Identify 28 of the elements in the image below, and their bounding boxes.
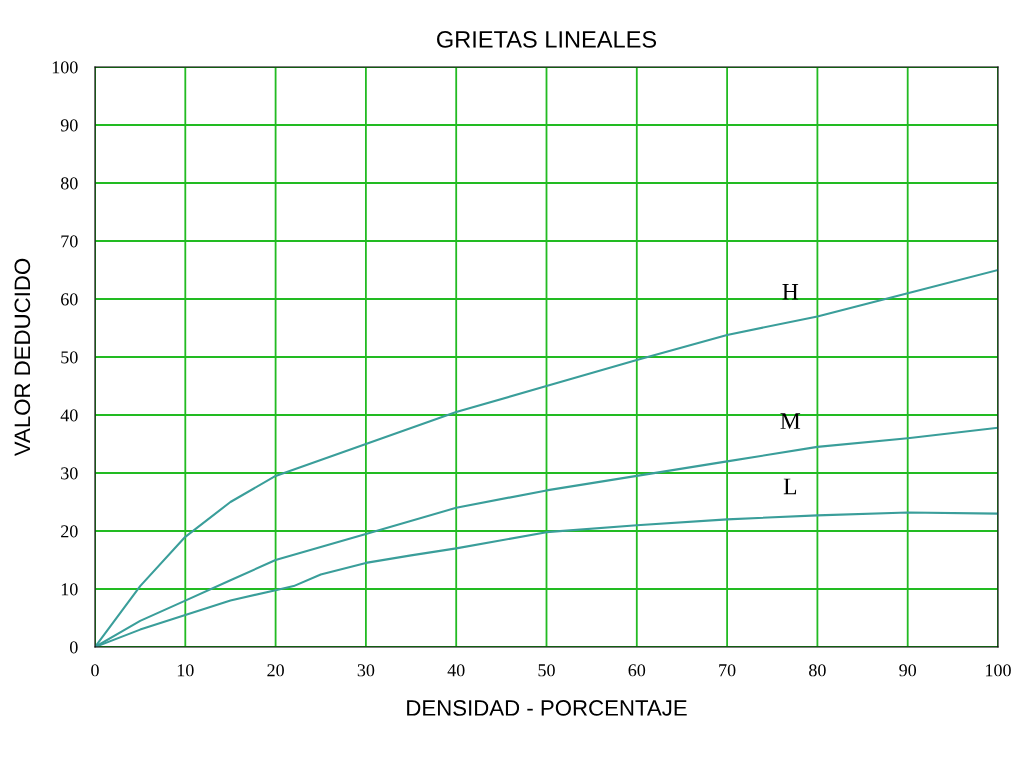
x-tick-label: 80 bbox=[809, 664, 826, 677]
y-tick-label: 60 bbox=[61, 293, 78, 306]
series-label: M bbox=[780, 413, 801, 429]
y-tick-label: 90 bbox=[60, 119, 78, 132]
y-tick-label: 20 bbox=[61, 525, 78, 538]
y-tick-label: 10 bbox=[61, 583, 78, 596]
y-tick-label: 40 bbox=[60, 409, 78, 422]
x-tick-label: 10 bbox=[177, 664, 194, 677]
y-tick-label: 0 bbox=[69, 641, 78, 654]
x-tick-label: 60 bbox=[628, 664, 646, 677]
x-tick-label: 40 bbox=[447, 664, 465, 677]
x-tick-label: 0 bbox=[91, 664, 99, 677]
x-tick-label: 30 bbox=[357, 664, 375, 677]
x-tick-label: 70 bbox=[719, 664, 736, 677]
y-tick-label: 50 bbox=[61, 351, 78, 364]
x-tick-label: 50 bbox=[538, 664, 555, 677]
y-tick-label: 80 bbox=[60, 177, 78, 190]
x-tick-label: 90 bbox=[899, 664, 917, 677]
series-label: L bbox=[783, 478, 797, 495]
chart-title: GRIETAS LINEALES bbox=[437, 31, 657, 48]
series-label: H bbox=[782, 284, 799, 300]
y-axis-title: VALOR DEDUCIDO bbox=[14, 258, 31, 457]
y-tick-label: 100 bbox=[52, 61, 78, 74]
x-axis-title: DENSIDAD - PORCENTAJE bbox=[407, 700, 687, 716]
x-tick-label: 20 bbox=[267, 664, 284, 677]
x-tick-label: 100 bbox=[986, 664, 1011, 677]
y-tick-label: 30 bbox=[61, 467, 78, 480]
y-tick-label: 70 bbox=[61, 235, 78, 248]
